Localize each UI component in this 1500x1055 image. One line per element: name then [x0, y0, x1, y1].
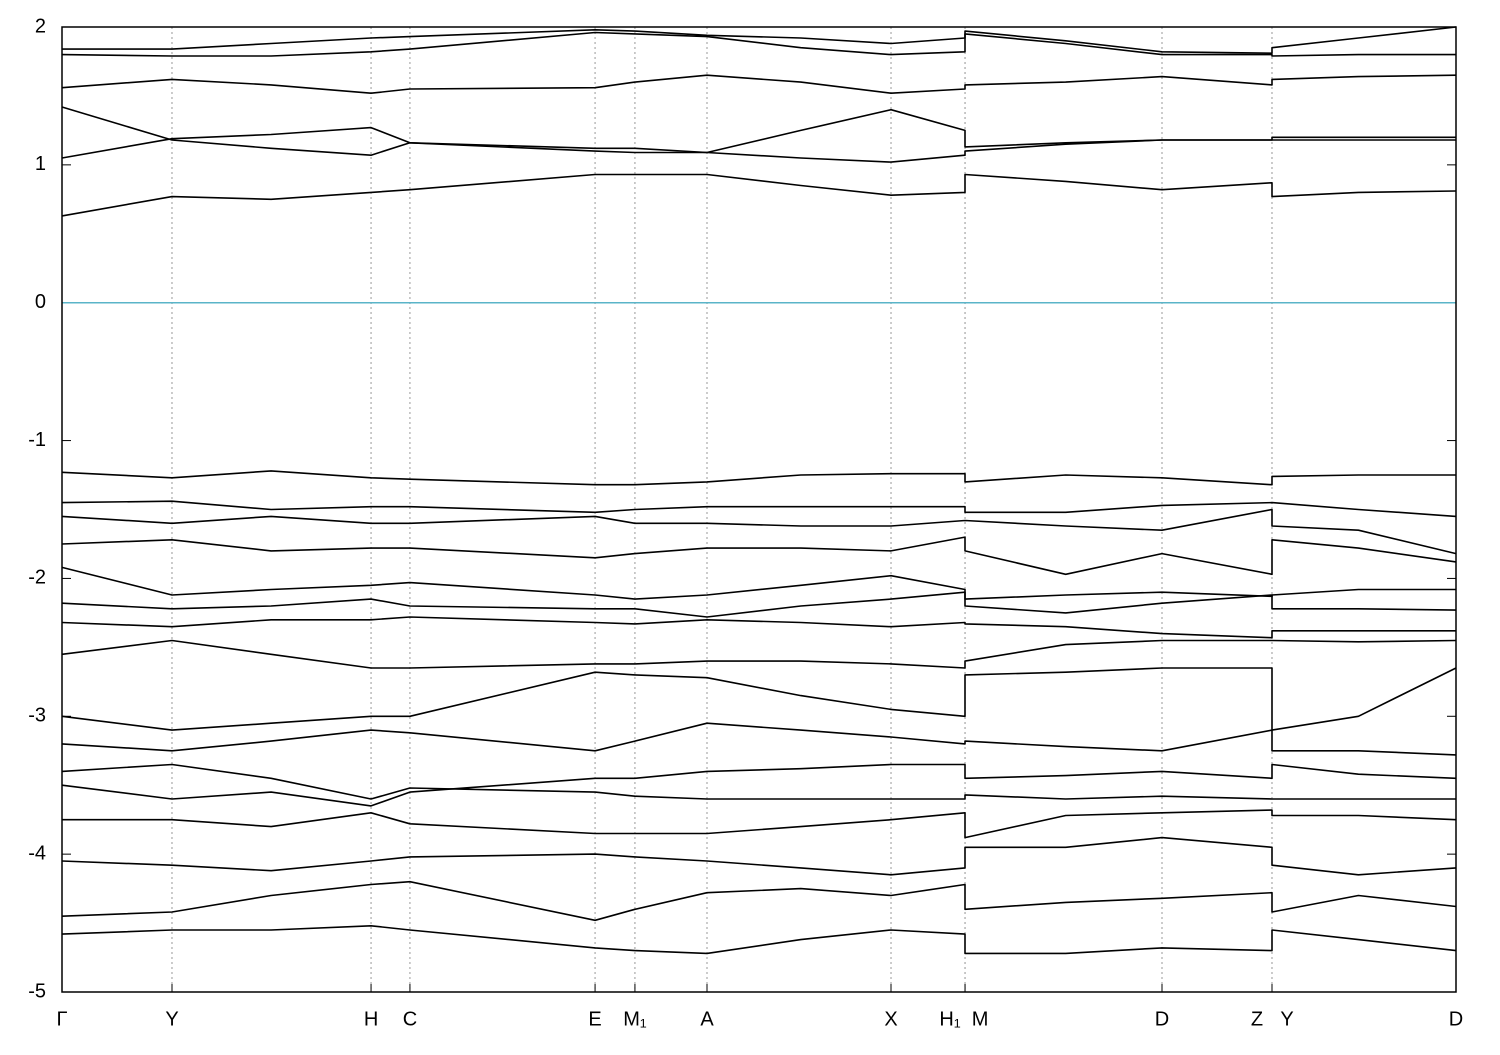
x-tick-label: Z [1251, 1008, 1263, 1030]
band [61, 508, 1457, 555]
band [62, 809, 1457, 839]
y-tick-label: -5 [28, 980, 46, 1002]
band [61, 836, 1457, 876]
band [61, 566, 1456, 600]
y-tick-label: -4 [28, 842, 46, 864]
x-tick-label: X [884, 1008, 897, 1030]
x-tick-label: D [1155, 1008, 1169, 1030]
y-tick-label: -2 [28, 567, 46, 589]
band [61, 722, 1457, 756]
band [61, 667, 1457, 731]
y-tick-label: 1 [35, 153, 46, 175]
x-tick-label: M₁ [623, 1008, 647, 1030]
band [61, 591, 1457, 618]
x-tick-label: H₁ [939, 1008, 960, 1030]
x-tick-label: A [700, 1008, 714, 1030]
band [62, 26, 1457, 54]
y-tick-label: 2 [35, 15, 46, 37]
x-tick-label: E [588, 1008, 601, 1030]
y-tick-label: -3 [28, 705, 46, 727]
x-tick-label: Y [165, 1008, 178, 1030]
band [61, 74, 1457, 94]
band [61, 763, 1457, 807]
band [61, 108, 1456, 159]
band [61, 173, 1457, 217]
band [61, 31, 1456, 57]
x-tick-label: Γ [56, 1008, 67, 1030]
band [61, 616, 1456, 639]
y-tick-label: 0 [35, 291, 46, 313]
x-tick-label: H [364, 1008, 378, 1030]
plot-frame [61, 26, 1457, 993]
x-tick-label: Y [1280, 1008, 1293, 1030]
y-tick-label: -1 [28, 429, 46, 451]
band [61, 880, 1457, 922]
x-tick-label: D [1449, 1008, 1463, 1030]
band [61, 639, 1457, 669]
band [61, 536, 1457, 576]
band [61, 106, 1456, 163]
band [61, 925, 1457, 955]
band [61, 470, 1456, 486]
x-tick-label: C [403, 1008, 417, 1030]
x-tick-label: M [972, 1008, 989, 1030]
band [61, 763, 1456, 800]
band [61, 500, 1457, 518]
